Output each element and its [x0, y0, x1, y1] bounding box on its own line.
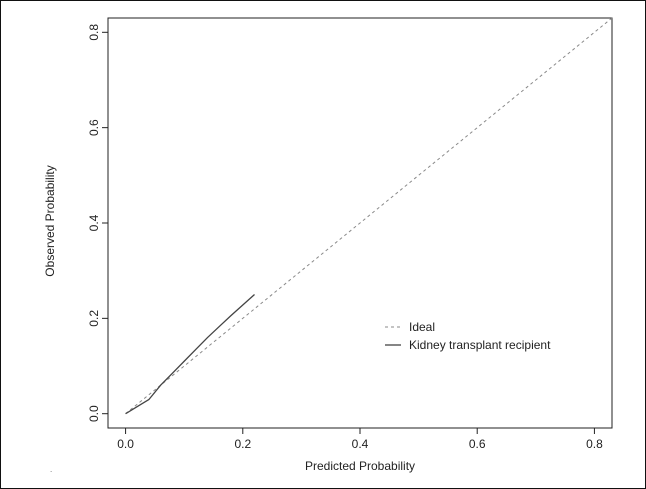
y-tick-label-3: 0.6	[87, 119, 101, 136]
y-tick-label-0: 0.0	[87, 405, 101, 422]
x-axis: 0.0 0.2 0.4 0.6 0.8	[117, 428, 603, 451]
x-tick-label-3: 0.6	[469, 437, 486, 451]
y-tick-label-1: 0.2	[87, 310, 101, 327]
y-axis: 0.0 0.2 0.4 0.6 0.8	[87, 24, 108, 422]
series-line-0	[125, 17, 613, 415]
y-tick-label-4: 0.8	[87, 24, 101, 41]
x-axis-title: Predicted Probability	[305, 459, 415, 473]
x-tick-label-4: 0.8	[586, 437, 603, 451]
series-layer	[125, 17, 613, 415]
legend-label-0: Ideal	[409, 320, 435, 334]
stray-dot: .	[50, 465, 52, 474]
legend-label-1: Kidney transplant recipient	[409, 338, 551, 352]
legend: Ideal Kidney transplant recipient	[385, 320, 551, 352]
series-line-1	[125, 294, 255, 415]
x-tick-label-1: 0.2	[234, 437, 251, 451]
x-tick-label-2: 0.4	[352, 437, 369, 451]
x-tick-label-0: 0.0	[117, 437, 134, 451]
y-axis-title: Observed Probability	[43, 165, 57, 276]
y-tick-label-2: 0.4	[87, 214, 101, 231]
